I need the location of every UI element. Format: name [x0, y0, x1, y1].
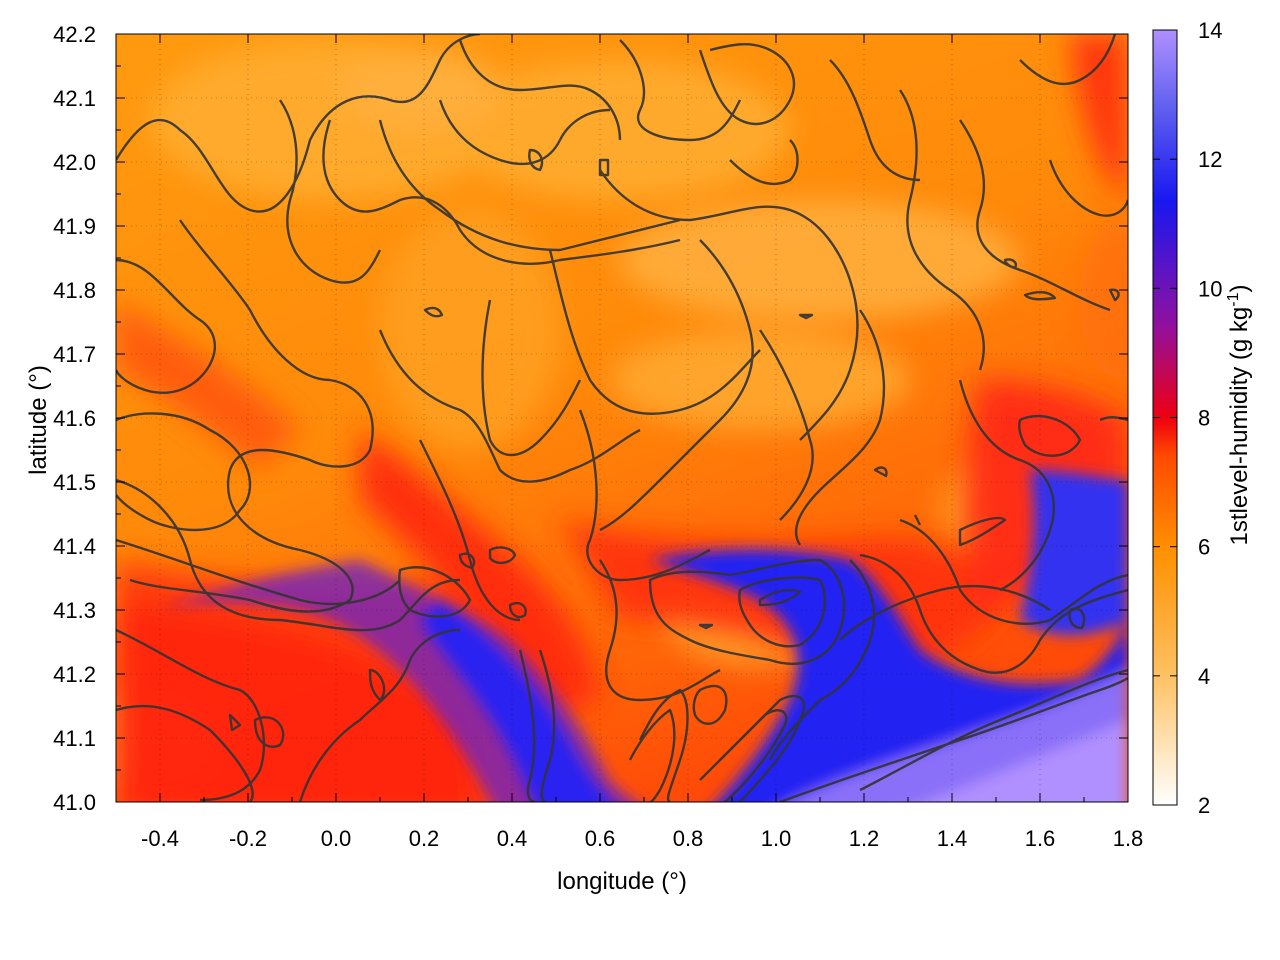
terrain-contours — [116, 34, 1128, 802]
y-tick-label: 42.1 — [53, 86, 96, 111]
colorbar-title-end: ) — [1226, 285, 1253, 293]
colorbar-title-sup: -1 — [1225, 292, 1242, 306]
colorbar-tick-label: 10 — [1198, 276, 1222, 301]
x-tick-label: 0.0 — [321, 826, 352, 851]
x-tick-label: -0.4 — [141, 826, 179, 851]
x-tick-label: 1.8 — [1113, 826, 1144, 851]
x-tick-label: 0.4 — [497, 826, 528, 851]
y-tick-label: 42.2 — [53, 22, 96, 47]
colorbar-title: 1stlevel-humidity (g kg-1) — [1225, 285, 1253, 546]
colorbar: 2 4 6 8 10 12 14 1stlevel-humidity (g kg-1) — [1152, 18, 1253, 818]
x-tick-label: -0.2 — [229, 826, 267, 851]
y-axis: 41.0 41.1 41.2 41.3 41.4 41.5 41.6 41.7 41.8 41.9… — [53, 22, 1128, 815]
x-axis-title: longitude (°) — [557, 868, 687, 895]
y-tick-label: 41.0 — [53, 790, 96, 815]
colorbar-tick-label: 12 — [1198, 147, 1222, 172]
x-tick-label: 0.2 — [409, 826, 440, 851]
humidity-field — [116, 34, 1128, 802]
y-tick-label: 41.8 — [53, 278, 96, 303]
x-tick-label: 1.2 — [849, 826, 880, 851]
y-tick-label: 41.1 — [53, 726, 96, 751]
chart-grid — [116, 34, 1128, 802]
x-tick-label: 1.0 — [761, 826, 792, 851]
colorbar-tick-label: 6 — [1198, 535, 1210, 560]
colorbar-title-main: 1stlevel-humidity (g kg — [1226, 307, 1253, 546]
y-tick-label: 41.9 — [53, 214, 96, 239]
colorbar-tick-label: 2 — [1198, 793, 1210, 818]
y-tick-label: 41.5 — [53, 470, 96, 495]
x-tick-label: 1.4 — [937, 826, 968, 851]
x-tick-label: 1.6 — [1025, 826, 1056, 851]
x-axis: -0.4 -0.2 0.0 0.2 0.4 0.6 0.8 1.0 1.2 1.4 1.6 1.8 — [115, 34, 1144, 851]
colorbar-tick-label: 14 — [1198, 18, 1222, 43]
y-tick-label: 41.2 — [53, 662, 96, 687]
y-tick-label: 41.3 — [53, 598, 96, 623]
colorbar-tick-label: 8 — [1198, 406, 1210, 431]
y-axis-title: latitude (°) — [25, 365, 52, 475]
x-tick-label: 0.6 — [585, 826, 616, 851]
y-tick-label: 42.0 — [53, 150, 96, 175]
y-tick-label: 41.6 — [53, 406, 96, 431]
y-tick-label: 41.7 — [53, 342, 96, 367]
y-tick-label: 41.4 — [53, 534, 96, 559]
colorbar-ticks: 2 4 6 8 10 12 14 — [1153, 18, 1222, 818]
colorbar-tick-label: 4 — [1198, 664, 1210, 689]
x-tick-label: 0.8 — [673, 826, 704, 851]
